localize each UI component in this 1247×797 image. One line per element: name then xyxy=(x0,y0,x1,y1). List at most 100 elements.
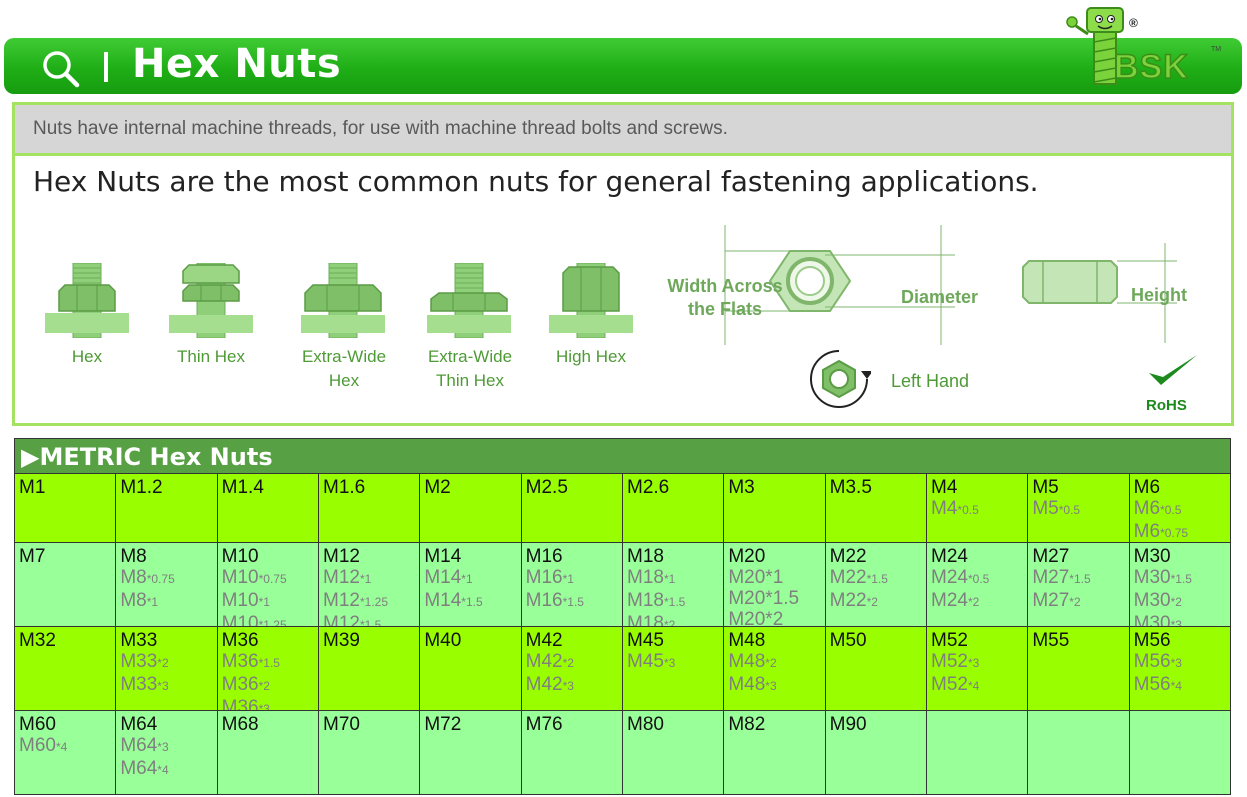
size-cell[interactable]: M14 M14*1 M14*1.5 xyxy=(420,543,522,627)
size-cell[interactable]: M36 M36*1.5 M36*2 M36*3 xyxy=(217,627,319,711)
size-cell[interactable]: M76 xyxy=(521,711,623,795)
pitch-variant[interactable]: M56*4 xyxy=(1133,674,1182,695)
size-cell[interactable]: M2 xyxy=(420,474,522,543)
pitch-variant[interactable]: M48*3 xyxy=(728,674,777,695)
size-cell[interactable]: M72 xyxy=(420,711,522,795)
size-cell[interactable]: M40 xyxy=(420,627,522,711)
size-cell[interactable]: M5 M5*0.5 xyxy=(1028,474,1130,543)
pitch-variant[interactable]: M42*3 xyxy=(525,674,574,695)
size-cell[interactable]: M8 M8*0.75 M8*1 xyxy=(116,543,218,627)
size-cell[interactable]: M1.2 xyxy=(116,474,218,543)
size-cell[interactable]: M64 M64*3 M64*4 xyxy=(116,711,218,795)
pitch-variant[interactable]: M30*2 xyxy=(1133,590,1182,611)
size-cell[interactable]: M7 xyxy=(15,543,117,627)
pitch-variant[interactable]: M6*0.75 xyxy=(1133,521,1189,542)
pitch-variant[interactable]: M16*1 xyxy=(525,567,574,588)
pitch-variant[interactable]: M5*0.5 xyxy=(1032,498,1081,519)
pitch-variant[interactable]: M52*4 xyxy=(931,674,980,695)
size-cell[interactable]: M1 xyxy=(15,474,117,543)
size-cell[interactable]: M32 xyxy=(15,627,117,711)
pitch-variant[interactable]: M20*2 xyxy=(728,609,784,627)
pitch-variant[interactable]: M45*3 xyxy=(627,651,676,672)
size-cell[interactable]: M55 xyxy=(1028,627,1130,711)
size-cell[interactable]: M2.6 xyxy=(623,474,725,543)
size-cell[interactable]: M20 M20*1 M20*1.5 M20*2 xyxy=(724,543,826,627)
pitch-variant[interactable]: M22*1.5 xyxy=(829,567,888,588)
pitch-variant[interactable]: M4*0.5 xyxy=(931,498,979,519)
size-cell[interactable]: M42 M42*2 M42*3 xyxy=(521,627,623,711)
size-cell[interactable]: M1.6 xyxy=(319,474,421,543)
pitch-variant[interactable]: M30*1.5 xyxy=(1133,567,1192,588)
size-cell[interactable]: M56 M56*3 M56*4 xyxy=(1129,627,1231,711)
size-cell[interactable]: M18 M18*1 M18*1.5 M18*2 xyxy=(623,543,725,627)
pitch-variant[interactable]: M20*1.5 xyxy=(728,588,800,609)
pitch-variant[interactable]: M16*1.5 xyxy=(525,590,584,611)
pitch-variant[interactable]: M36*1.5 xyxy=(221,651,280,672)
pitch-variant[interactable]: M27*1.5 xyxy=(1032,567,1091,588)
pitch-variant[interactable]: M14*1 xyxy=(424,567,473,588)
pitch-variant[interactable]: M60*4 xyxy=(19,735,68,756)
size-cell[interactable]: M16 M16*1 M16*1.5 xyxy=(521,543,623,627)
pitch-variant[interactable]: M12*1.5 xyxy=(323,613,382,627)
pitch-variant[interactable]: M42*2 xyxy=(525,651,574,672)
size-cell[interactable]: M52 M52*3 M52*4 xyxy=(927,627,1029,711)
bsk-logo[interactable]: ® BSK TM xyxy=(1060,4,1230,90)
pitch-variant[interactable]: M12*1 xyxy=(323,567,372,588)
pitch-variant[interactable]: M18*1.5 xyxy=(627,590,686,611)
pitch-variant[interactable]: M52*3 xyxy=(931,651,980,672)
pitch-variant[interactable]: M36*2 xyxy=(221,674,270,695)
pitch-variant[interactable]: M24*0.5 xyxy=(931,567,990,588)
size-cell[interactable]: M4 M4*0.5 xyxy=(927,474,1029,543)
size-cell[interactable]: M33 M33*2 M33*3 xyxy=(116,627,218,711)
search-icon[interactable] xyxy=(40,48,80,88)
size-cell[interactable]: M45 M45*3 xyxy=(623,627,725,711)
size-cell[interactable]: M3 xyxy=(724,474,826,543)
pitch-variant[interactable]: M48*2 xyxy=(728,651,777,672)
size-cell[interactable]: M6 M6*0.5 M6*0.75 xyxy=(1129,474,1231,543)
size-cell[interactable]: M1.4 xyxy=(217,474,319,543)
size-cell[interactable]: M80 xyxy=(623,711,725,795)
extra-wide-hex-nut-icon[interactable] xyxy=(301,263,385,338)
size-cell[interactable]: M60 M60*4 xyxy=(15,711,117,795)
pitch-variant[interactable]: M30*3 xyxy=(1133,613,1182,627)
size-cell[interactable]: M3.5 xyxy=(825,474,927,543)
pitch-variant[interactable]: M64*3 xyxy=(120,735,169,756)
pitch-variant[interactable]: M18*1 xyxy=(627,567,676,588)
extra-wide-thin-hex-nut-icon[interactable] xyxy=(427,263,511,338)
pitch-variant[interactable]: M14*1.5 xyxy=(424,590,483,611)
size-cell[interactable]: M2.5 xyxy=(521,474,623,543)
size-cell[interactable]: M82 xyxy=(724,711,826,795)
pitch-variant[interactable]: M33*2 xyxy=(120,651,169,672)
pitch-variant[interactable]: M24*2 xyxy=(931,590,980,611)
size-cell[interactable]: M90 xyxy=(825,711,927,795)
size-cell[interactable]: M30 M30*1.5 M30*2 M30*3 xyxy=(1129,543,1231,627)
pitch-variant[interactable]: M8*0.75 xyxy=(120,567,175,588)
pitch-variant[interactable]: M20*1 xyxy=(728,567,784,588)
pitch-variant[interactable]: M36*3 xyxy=(221,697,270,711)
pitch-variant[interactable]: M12*1.25 xyxy=(323,590,388,611)
pitch-variant[interactable]: M10*1.25 xyxy=(221,613,287,627)
pitch-variant[interactable]: M27*2 xyxy=(1032,590,1081,611)
pitch-variant[interactable]: M33*3 xyxy=(120,674,169,695)
size-cell[interactable]: M24 M24*0.5 M24*2 xyxy=(927,543,1029,627)
pitch-variant[interactable]: M56*3 xyxy=(1133,651,1182,672)
left-hand-thread-icon[interactable] xyxy=(807,347,871,411)
size-cell[interactable]: M10 M10*0.75 M10*1 M10*1.25 xyxy=(217,543,319,627)
size-cell[interactable]: M50 xyxy=(825,627,927,711)
pitch-variant[interactable]: M64*4 xyxy=(120,758,169,779)
pitch-variant[interactable]: M10*1 xyxy=(221,590,270,611)
pitch-variant[interactable]: M22*2 xyxy=(829,590,878,611)
size-cell[interactable]: M39 xyxy=(319,627,421,711)
size-cell[interactable]: M68 xyxy=(217,711,319,795)
pitch-variant[interactable]: M18*2 xyxy=(627,613,676,627)
pitch-variant[interactable]: M8*1 xyxy=(120,590,159,611)
pitch-variant[interactable]: M6*0.5 xyxy=(1133,498,1182,519)
pitch-variant[interactable]: M10*0.75 xyxy=(221,567,287,588)
size-cell[interactable]: M48 M48*2 M48*3 xyxy=(724,627,826,711)
thin-hex-nut-icon[interactable] xyxy=(169,263,253,338)
high-hex-nut-icon[interactable] xyxy=(549,263,633,338)
size-cell[interactable]: M27 M27*1.5 M27*2 xyxy=(1028,543,1130,627)
size-cell[interactable]: M70 xyxy=(319,711,421,795)
size-cell[interactable]: M22 M22*1.5 M22*2 xyxy=(825,543,927,627)
hex-nut-icon[interactable] xyxy=(45,263,129,338)
